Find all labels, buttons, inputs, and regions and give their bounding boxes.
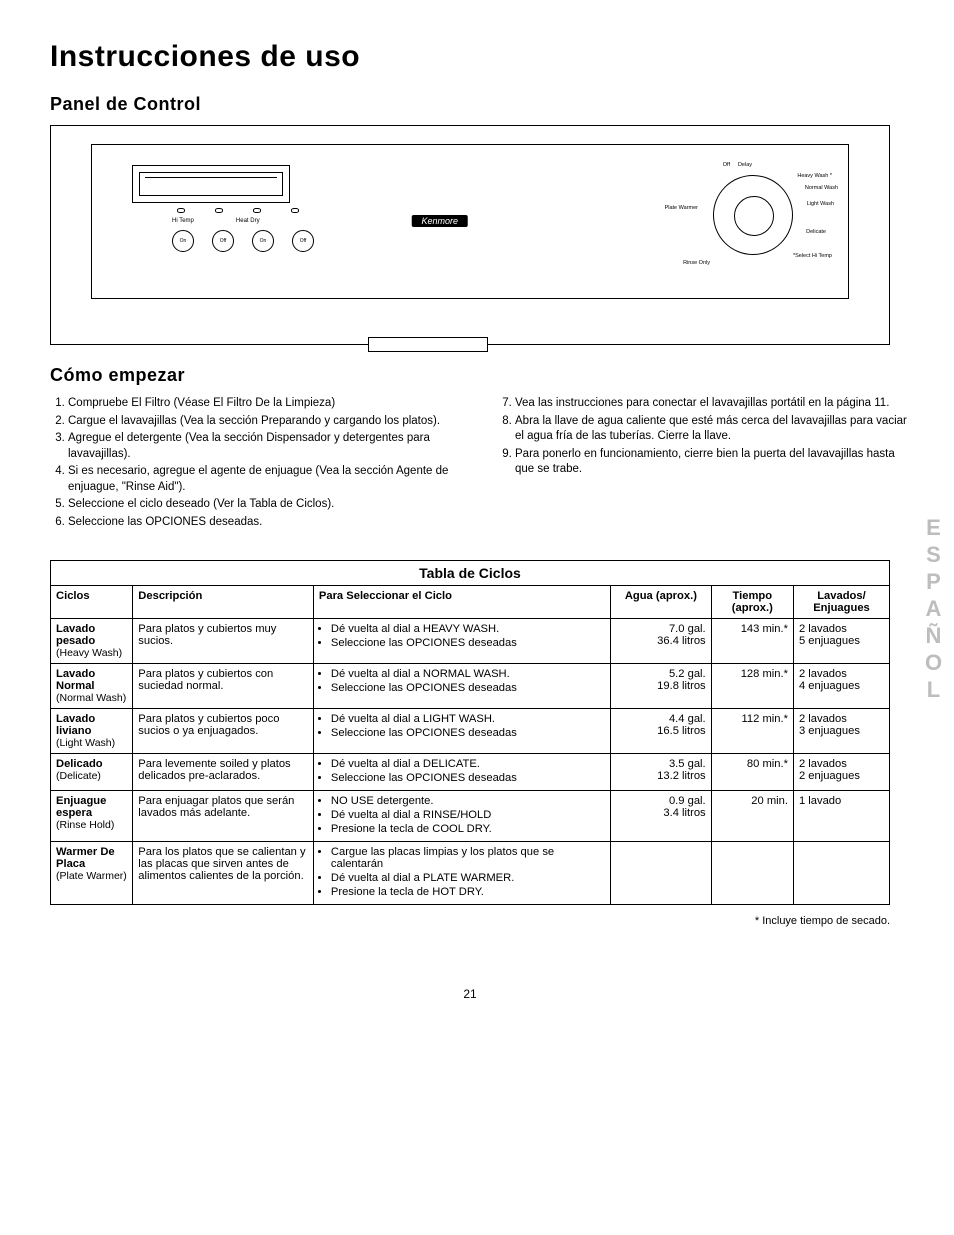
step-item: Seleccione las OPCIONES deseadas. — [68, 515, 467, 531]
option-label-heatdry: Heat Dry — [236, 218, 260, 224]
table-row: Warmer De Placa(Plate Warmer)Para los pl… — [51, 842, 890, 905]
footnote: * Incluye tiempo de secado. — [50, 915, 890, 927]
step-item: Agregue el detergente (Vea la sección Di… — [68, 431, 467, 462]
hitemp-on-button: On — [172, 230, 194, 252]
col-header-agua: Agua (aprox.) — [611, 586, 712, 619]
step-item: Vea las instrucciones para conectar el l… — [515, 396, 914, 412]
cycle-dial — [713, 175, 793, 255]
language-tab: ESPAÑOL — [920, 515, 946, 704]
steps-columns: Compruebe El Filtro (Véase El Filtro De … — [50, 396, 914, 532]
table-caption: Tabla de Ciclos — [50, 560, 890, 585]
dial-label-heavy: Heavy Wash * — [797, 173, 832, 179]
section-panel-title: Panel de Control — [50, 94, 914, 115]
dial-label-light: Light Wash — [807, 201, 834, 207]
option-label-hitemp: Hi Temp — [172, 218, 194, 224]
page-title: Instrucciones de uso — [50, 40, 914, 74]
step-item: Para ponerlo en funcionamiento, cierre b… — [515, 447, 914, 478]
table-row: Lavado pesado(Heavy Wash)Para platos y c… — [51, 619, 890, 664]
dial-label-off: Off — [723, 162, 730, 168]
heatdry-on-button: On — [252, 230, 274, 252]
dial-label-plate-warmer: Plate Warmer — [665, 205, 698, 211]
dial-label-normal: Normal Wash — [805, 185, 838, 191]
col-header-select: Para Seleccionar el Ciclo — [313, 586, 610, 619]
col-header-tiempo: Tiempo (aprox.) — [711, 586, 793, 619]
dial-label-delicate: Delicate — [806, 229, 826, 235]
col-header-desc: Descripción — [133, 586, 314, 619]
col-header-lav: Lavados/ Enjuagues — [793, 586, 889, 619]
dial-label-rinse-only: Rinse Only — [683, 260, 710, 266]
hitemp-off-button: Off — [212, 230, 234, 252]
steps-right-list: Vea las instrucciones para conectar el l… — [497, 396, 914, 478]
cycles-table: Tabla de Ciclos Ciclos Descripción Para … — [50, 560, 890, 905]
dial-label-select-hitemp: *Select Hi Temp — [793, 253, 832, 259]
heatdry-off-button: Off — [292, 230, 314, 252]
step-item: Abra la llave de agua caliente que esté … — [515, 414, 914, 445]
step-item: Cargue el lavavajillas (Vea la sección P… — [68, 414, 467, 430]
table-row: Lavado Normal(Normal Wash)Para platos y … — [51, 664, 890, 709]
col-header-ciclos: Ciclos — [51, 586, 133, 619]
control-panel-diagram: Hi Temp Heat Dry On Off On Off Kenmore P… — [50, 125, 890, 345]
steps-left-list: Compruebe El Filtro (Véase El Filtro De … — [50, 396, 467, 530]
page-number: 21 — [50, 987, 890, 1001]
table-row: Lavado liviano(Light Wash)Para platos y … — [51, 709, 890, 754]
table-row: Delicado(Delicate)Para levemente soiled … — [51, 754, 890, 791]
section-start-title: Cómo empezar — [50, 365, 914, 386]
step-item: Si es necesario, agregue el agente de en… — [68, 464, 467, 495]
step-item: Seleccione el ciclo deseado (Ver la Tabl… — [68, 497, 467, 513]
dial-label-delay: Delay — [738, 162, 752, 168]
status-display — [132, 165, 290, 203]
table-row: Enjuague espera(Rinse Hold)Para enjuagar… — [51, 791, 890, 842]
brand-logo: Kenmore — [411, 215, 468, 227]
step-item: Compruebe El Filtro (Véase El Filtro De … — [68, 396, 467, 412]
